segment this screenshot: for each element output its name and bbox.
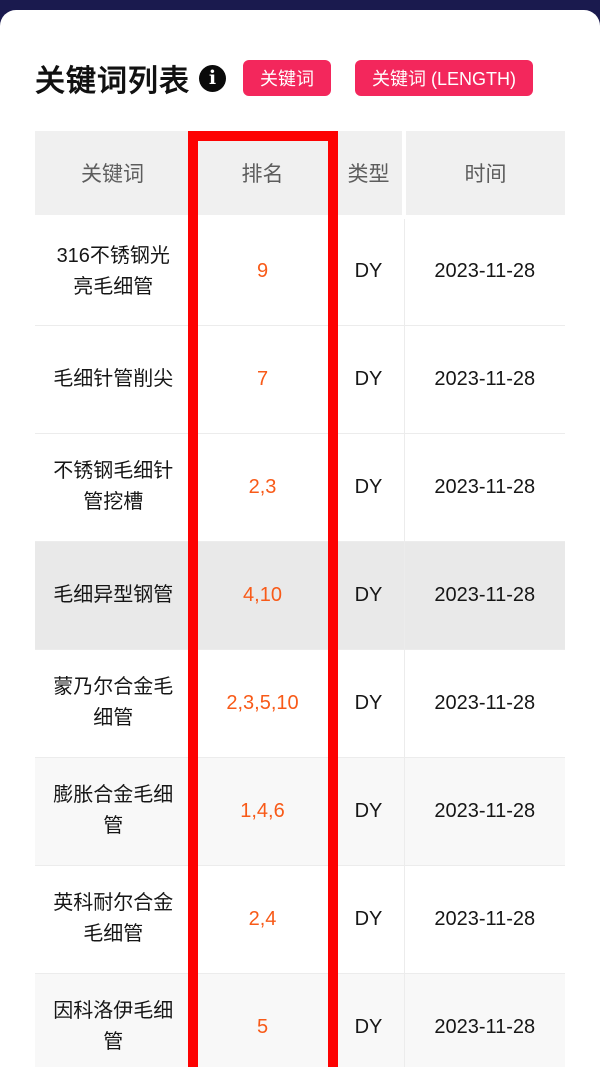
top-status-bar xyxy=(0,0,600,12)
date-cell: 2023-11-28 xyxy=(403,432,565,541)
table-row: 因科洛伊毛细管 5 DY 2023-11-28 xyxy=(35,972,565,1067)
keyword-cell: 316不锈钢光亮毛细管 xyxy=(35,217,192,325)
keyword-cell: 蒙乃尔合金毛细管 xyxy=(35,648,192,757)
keyword-cell: 毛细异型钢管 xyxy=(35,540,192,649)
rank-cell: 4,10 xyxy=(191,540,333,649)
type-cell: DY xyxy=(332,864,404,973)
table-row: 不锈钢毛细针管挖槽 2,3 DY 2023-11-28 xyxy=(35,432,565,541)
table-header-row: 关键词 排名 类型 时间 xyxy=(35,131,565,219)
table-body: 316不锈钢光亮毛细管 9 DY 2023-11-28 毛细针管削尖 7 DY … xyxy=(35,217,565,1067)
date-cell: 2023-11-28 xyxy=(403,756,565,865)
table-row: 毛细异型钢管 4,10 DY 2023-11-28 xyxy=(35,540,565,649)
column-header-keyword: 关键词 xyxy=(35,131,192,219)
table-header: 关键词 排名 类型 时间 xyxy=(35,131,565,219)
type-cell: DY xyxy=(332,432,404,541)
table-row: 蒙乃尔合金毛细管 2,3,5,10 DY 2023-11-28 xyxy=(35,648,565,757)
rank-cell: 9 xyxy=(191,217,333,325)
date-cell: 2023-11-28 xyxy=(403,324,565,433)
keyword-cell: 膨胀合金毛细管 xyxy=(35,756,192,865)
type-cell: DY xyxy=(332,217,404,325)
table-row: 膨胀合金毛细管 1,4,6 DY 2023-11-28 xyxy=(35,756,565,865)
type-cell: DY xyxy=(332,648,404,757)
info-circle-icon[interactable]: i xyxy=(199,64,226,92)
date-cell: 2023-11-28 xyxy=(403,864,565,973)
keyword-length-button[interactable]: 关键词 (LENGTH) xyxy=(355,60,533,96)
keyword-cell: 不锈钢毛细针管挖槽 xyxy=(35,432,192,541)
date-cell: 2023-11-28 xyxy=(403,972,565,1067)
rank-cell: 5 xyxy=(191,972,333,1067)
date-cell: 2023-11-28 xyxy=(403,217,565,325)
type-cell: DY xyxy=(332,324,404,433)
rank-cell: 1,4,6 xyxy=(191,756,333,865)
type-cell: DY xyxy=(332,972,404,1067)
rank-cell: 2,3 xyxy=(191,432,333,541)
column-header-date: 时间 xyxy=(402,131,565,219)
type-cell: DY xyxy=(332,756,404,865)
keyword-cell: 因科洛伊毛细管 xyxy=(35,972,192,1067)
page-title: 关键词列表 xyxy=(35,65,190,98)
column-header-type: 类型 xyxy=(331,131,404,219)
table-row: 316不锈钢光亮毛细管 9 DY 2023-11-28 xyxy=(35,217,565,325)
column-header-rank: 排名 xyxy=(190,131,333,219)
content-card: 关键词列表 i 关键词 关键词 (LENGTH) 关键词 排名 类型 时间 31… xyxy=(0,10,600,1067)
type-cell: DY xyxy=(332,540,404,649)
page-header: 关键词列表 i 关键词 关键词 (LENGTH) xyxy=(35,58,580,98)
keyword-table: 关键词 排名 类型 时间 316不锈钢光亮毛细管 9 DY 2023-11-28… xyxy=(35,131,565,1067)
keyword-cell: 毛细针管削尖 xyxy=(35,324,192,433)
table-row: 毛细针管削尖 7 DY 2023-11-28 xyxy=(35,324,565,433)
rank-cell: 2,4 xyxy=(191,864,333,973)
keyword-cell: 英科耐尔合金毛细管 xyxy=(35,864,192,973)
keyword-button[interactable]: 关键词 xyxy=(243,60,331,96)
rank-cell: 2,3,5,10 xyxy=(191,648,333,757)
date-cell: 2023-11-28 xyxy=(403,648,565,757)
date-cell: 2023-11-28 xyxy=(403,540,565,649)
table-row: 英科耐尔合金毛细管 2,4 DY 2023-11-28 xyxy=(35,864,565,973)
rank-cell: 7 xyxy=(191,324,333,433)
